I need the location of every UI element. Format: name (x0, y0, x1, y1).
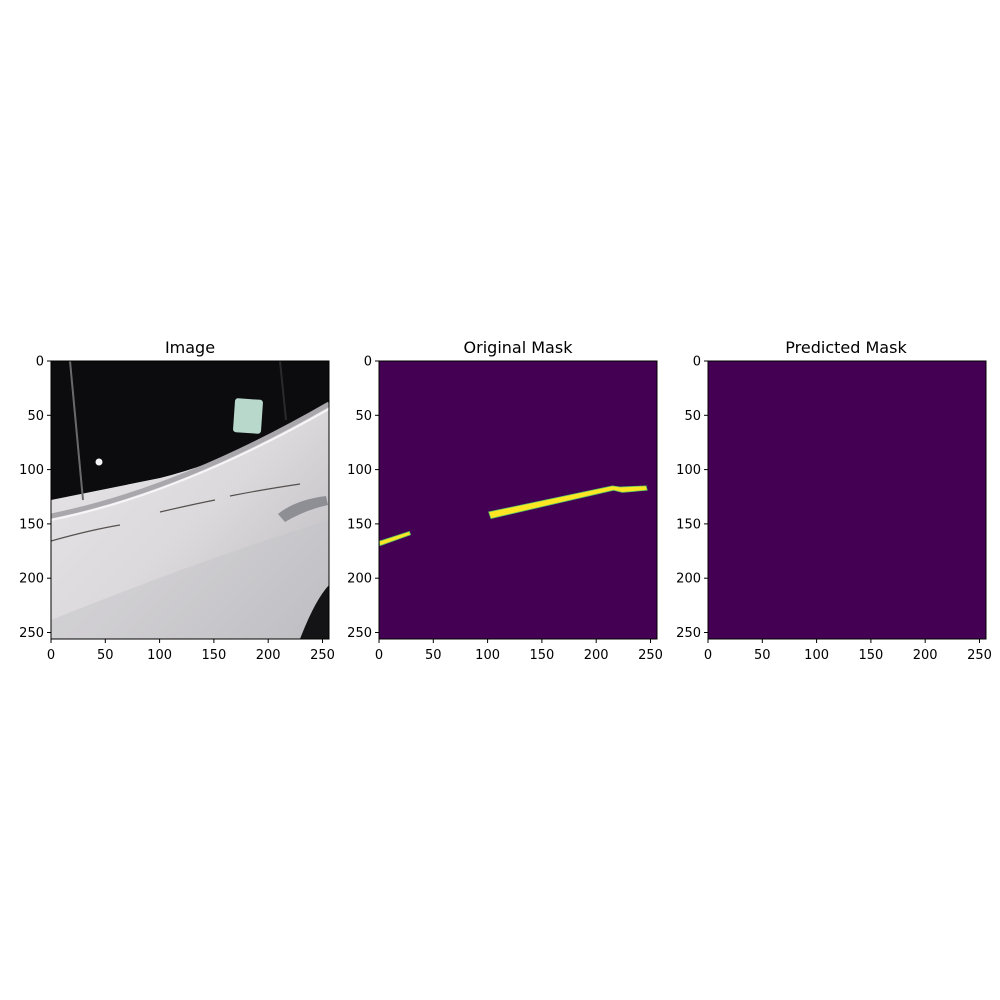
y-tick-label: 0 (36, 355, 44, 370)
x-tick-label: 0 (704, 648, 712, 663)
x-tick-label: 250 (638, 648, 663, 663)
y-tick-label: 0 (693, 355, 701, 370)
x-tick-label: 100 (147, 648, 172, 663)
panel-predicted-mask: Predicted Mask (707, 338, 987, 640)
x-tick-label: 200 (256, 648, 281, 663)
x-tick-label: 250 (310, 648, 335, 663)
x-tick-label: 0 (375, 648, 383, 663)
x-tick-label: 150 (201, 648, 226, 663)
y-tick-label: 150 (347, 517, 372, 532)
x-tick-label: 50 (754, 648, 771, 663)
x-tick-label: 250 (967, 648, 992, 663)
x-tick-label: 50 (97, 648, 114, 663)
x-tick-label: 50 (425, 648, 442, 663)
y-tick-label: 200 (19, 572, 44, 587)
x-tick-label: 100 (475, 648, 500, 663)
panel-frame (707, 360, 987, 640)
y-tick-label: 250 (676, 626, 701, 641)
panel-frame (378, 360, 658, 640)
panel-frame (50, 360, 330, 640)
x-tick-label: 100 (804, 648, 829, 663)
y-tick-label: 100 (676, 463, 701, 478)
mask-background (379, 361, 657, 639)
y-tick-label: 200 (676, 572, 701, 587)
mask-region (488, 485, 648, 519)
x-tick-label: 0 (47, 648, 55, 663)
y-tick-label: 50 (27, 409, 44, 424)
y-tick-label: 0 (364, 355, 372, 370)
car-door-photo (51, 361, 329, 639)
panel-original-mask: Original Mask (378, 338, 658, 640)
panel-title-predicted-mask: Predicted Mask (785, 338, 907, 357)
y-tick-label: 100 (347, 463, 372, 478)
y-tick-label: 150 (676, 517, 701, 532)
y-tick-label: 250 (347, 626, 372, 641)
y-tick-label: 250 (19, 626, 44, 641)
y-tick-label: 50 (355, 409, 372, 424)
x-tick-label: 150 (858, 648, 883, 663)
y-tick-label: 200 (347, 572, 372, 587)
mask-region (378, 530, 412, 547)
x-tick-label: 200 (913, 648, 938, 663)
x-tick-label: 150 (529, 648, 554, 663)
x-tick-label: 200 (584, 648, 609, 663)
panel-title-image: Image (165, 338, 215, 357)
y-tick-label: 150 (19, 517, 44, 532)
mask-background (708, 361, 986, 639)
panel-image: Image (50, 338, 330, 640)
panel-title-original-mask: Original Mask (464, 338, 574, 357)
original-mask-regions (378, 485, 648, 547)
y-tick-label: 50 (684, 409, 701, 424)
y-tick-label: 100 (19, 463, 44, 478)
